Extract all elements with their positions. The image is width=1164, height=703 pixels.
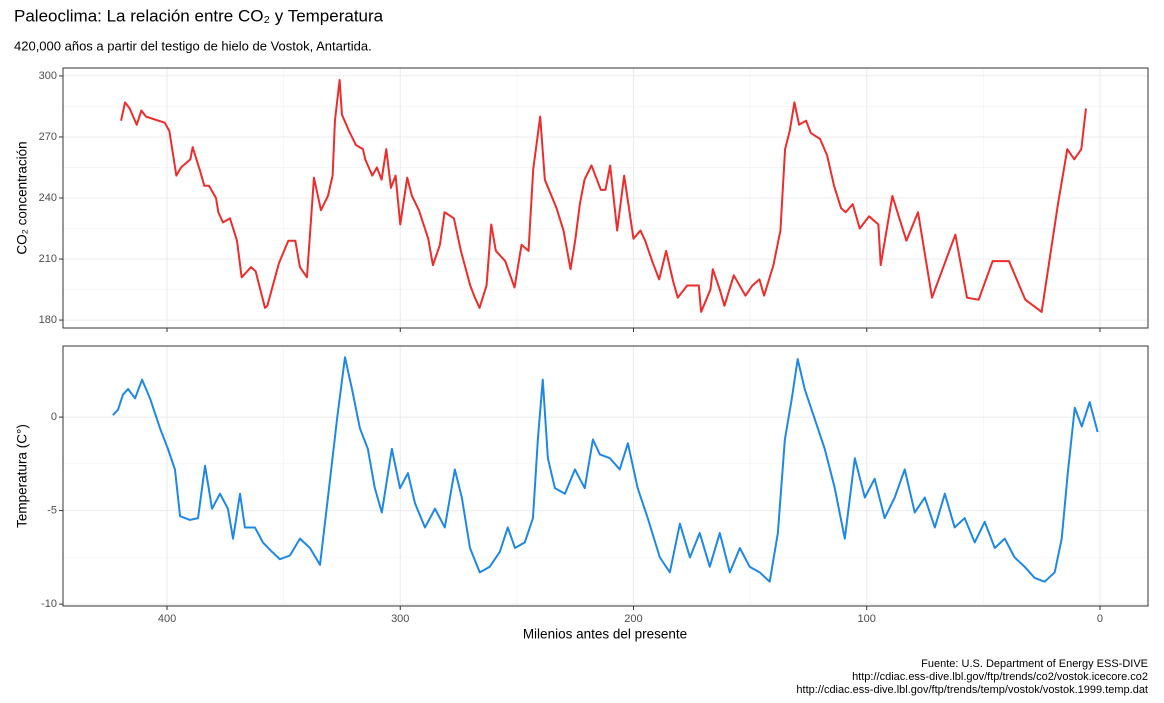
x-tick-label: 400 — [158, 613, 176, 625]
y-tick-label: 210 — [39, 253, 57, 265]
x-tick-label: 200 — [624, 613, 642, 625]
chart-title: Paleoclima: La relación entre CO₂ y Temp… — [14, 6, 384, 25]
x-tick-label: 300 — [391, 613, 409, 625]
x-axis-label: Milenios antes del presente — [523, 627, 687, 642]
caption: Fuente: U.S. Department of Energy ESS-DI… — [921, 658, 1148, 670]
y-axis-label: Temperatura (C°) — [15, 424, 30, 528]
panel-border — [62, 345, 1149, 607]
y-tick-label: 270 — [39, 131, 57, 143]
x-tick-label: 100 — [858, 613, 876, 625]
y-tick-label: 0 — [51, 411, 57, 423]
x-tick-label: 0 — [1097, 613, 1103, 625]
y-axis-label: CO₂ concentración — [15, 141, 30, 254]
caption: http://cdiac.ess-dive.lbl.gov/ftp/trends… — [852, 671, 1148, 683]
y-tick-label: -5 — [47, 505, 57, 517]
chart-subtitle: 420,000 años a partir del testigo de hie… — [14, 38, 372, 53]
y-tick-label: 300 — [39, 70, 57, 82]
data-line — [120, 79, 1087, 313]
y-tick-label: 180 — [39, 314, 57, 326]
data-line — [112, 356, 1099, 583]
y-tick-label: 240 — [39, 192, 57, 204]
panel-border — [62, 67, 1149, 329]
caption: http://cdiac.ess-dive.lbl.gov/ftp/trends… — [796, 684, 1148, 696]
y-tick-label: -10 — [41, 598, 57, 610]
